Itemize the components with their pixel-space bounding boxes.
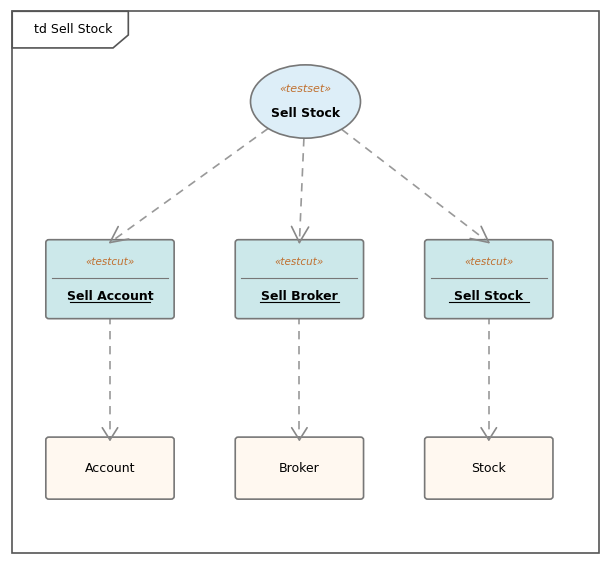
Text: «testcut»: «testcut»: [275, 257, 324, 267]
Text: Sell Stock: Sell Stock: [271, 107, 340, 121]
Text: Sell Broker: Sell Broker: [261, 289, 338, 302]
Text: «testset»: «testset»: [279, 84, 332, 94]
Text: Sell Stock: Sell Stock: [454, 289, 524, 302]
FancyBboxPatch shape: [425, 240, 553, 319]
Text: «testcut»: «testcut»: [464, 257, 513, 267]
Polygon shape: [12, 11, 128, 48]
FancyBboxPatch shape: [12, 11, 599, 553]
Text: Account: Account: [85, 461, 135, 475]
Text: «testcut»: «testcut»: [86, 257, 134, 267]
FancyBboxPatch shape: [425, 437, 553, 499]
Text: td Sell Stock: td Sell Stock: [34, 23, 112, 37]
FancyBboxPatch shape: [235, 240, 364, 319]
Text: Broker: Broker: [279, 461, 320, 475]
FancyBboxPatch shape: [235, 437, 364, 499]
Text: Stock: Stock: [472, 461, 506, 475]
FancyBboxPatch shape: [46, 437, 174, 499]
Ellipse shape: [251, 65, 360, 138]
Text: Sell Account: Sell Account: [67, 289, 153, 302]
FancyBboxPatch shape: [46, 240, 174, 319]
